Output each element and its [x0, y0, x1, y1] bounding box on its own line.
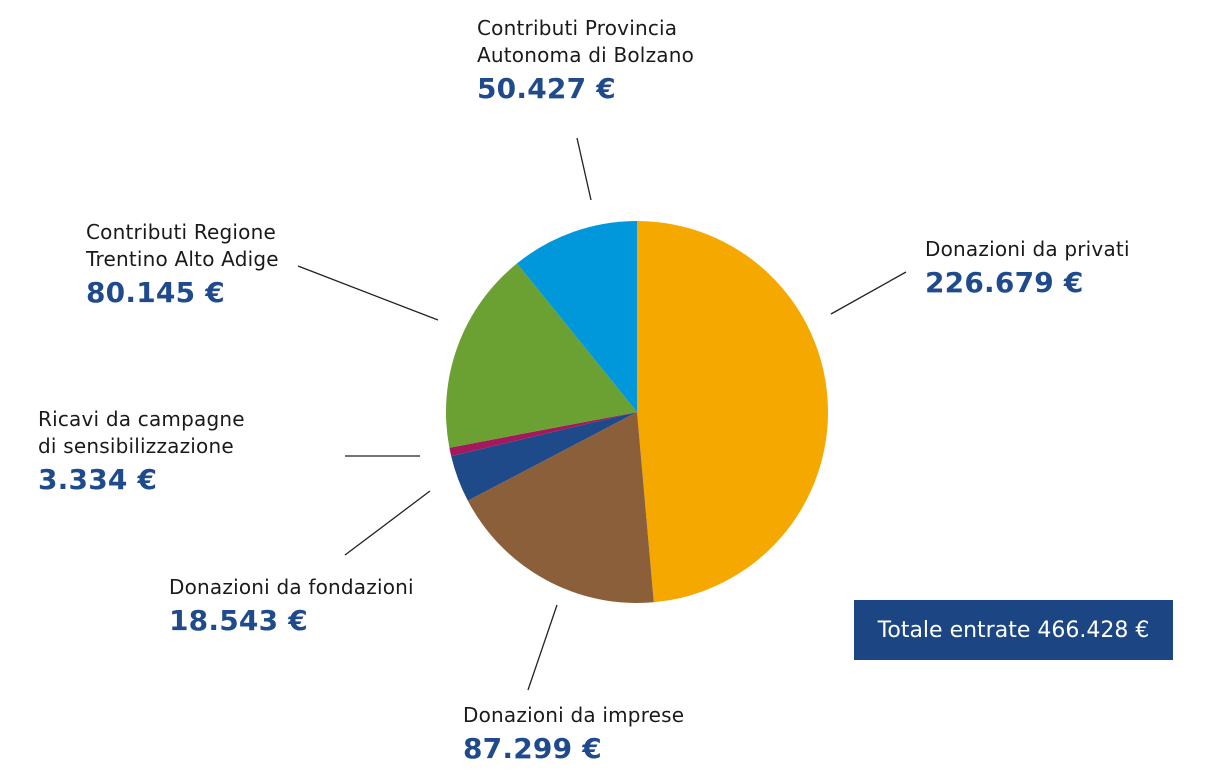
leader-line-fondazioni	[344, 490, 431, 556]
pie-slice-4	[446, 263, 637, 448]
slice-name: Contributi Regione Trentino Alto Adige	[86, 220, 279, 271]
slice-label-donazioni-imprese: Donazioni da imprese 87.299 €	[463, 702, 684, 767]
slice-name: Contributi Provincia Autonoma di Bolzano	[477, 16, 695, 67]
pie-slice-2	[451, 412, 637, 501]
slice-label-donazioni-privati: Donazioni da privati 226.679 €	[925, 236, 1130, 301]
leader-line-privati	[830, 271, 907, 315]
leader-line-provincia	[576, 137, 592, 201]
slice-label-donazioni-fondazioni: Donazioni da fondazioni 18.543 €	[169, 574, 414, 639]
pie-slices	[446, 221, 828, 603]
slice-value: 50.427 €	[477, 72, 616, 105]
slice-name: Ricavi da campagne di sensibilizzazione	[38, 407, 245, 458]
total-revenue-badge: Totale entrate 466.428 €	[854, 600, 1173, 660]
slice-label-contributi-provincia: Contributi Provincia Autonoma di Bolzano…	[477, 15, 694, 107]
slice-label-ricavi-campagne: Ricavi da campagne di sensibilizzazione …	[38, 406, 245, 498]
slice-name: Donazioni da fondazioni	[169, 575, 414, 599]
pie-slice-5	[517, 221, 637, 412]
leader-line-regione	[297, 265, 439, 321]
pie-slice-3	[449, 412, 637, 457]
slice-label-contributi-regione: Contributi Regione Trentino Alto Adige 8…	[86, 219, 279, 311]
slice-value: 18.543 €	[169, 604, 308, 637]
slice-name: Donazioni da privati	[925, 237, 1130, 261]
slice-value: 3.334 €	[38, 463, 158, 496]
pie-slice-0	[637, 221, 828, 603]
slice-value: 87.299 €	[463, 732, 602, 765]
leader-line-imprese	[527, 604, 558, 691]
leader-lines	[297, 137, 907, 691]
slice-name: Donazioni da imprese	[463, 703, 685, 727]
slice-value: 226.679 €	[925, 266, 1084, 299]
pie-slice-1	[467, 412, 654, 603]
slice-value: 80.145 €	[86, 276, 225, 309]
